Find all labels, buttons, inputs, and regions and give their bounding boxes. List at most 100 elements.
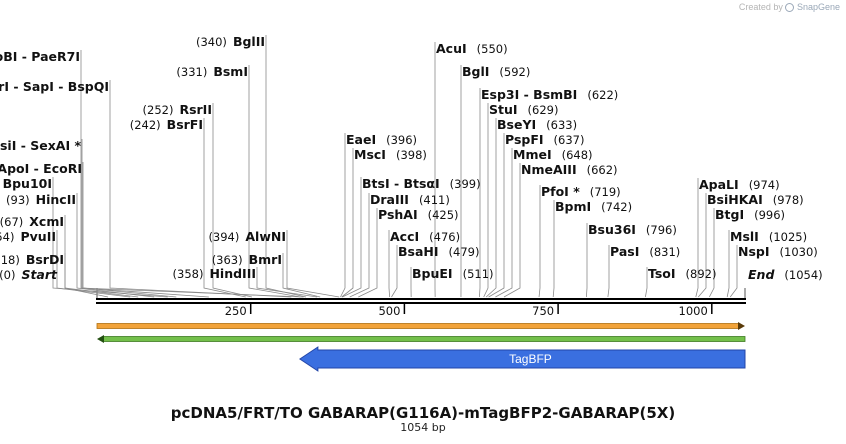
site-label-esp3i-bsmbi[interactable]: Esp3I - BsmBI (622) bbox=[481, 87, 618, 102]
leader-line-alwni bbox=[286, 230, 340, 298]
leader-line-btgi bbox=[708, 208, 715, 298]
site-label-nspi[interactable]: NspI (1030) bbox=[738, 244, 818, 259]
credit-brand: SnapGene bbox=[796, 2, 840, 12]
site-name: TsoI bbox=[648, 266, 676, 281]
site-label-csii-sexai[interactable]: CsiI - SexAI *(182) bbox=[0, 138, 81, 153]
site-position: (358) bbox=[173, 267, 204, 281]
leader-line-xcmi bbox=[64, 215, 139, 298]
site-label-bsahi[interactable]: BsaHI (479) bbox=[398, 244, 479, 259]
feature-tagbfp[interactable]: TagBFP bbox=[298, 346, 746, 372]
site-label-pasi[interactable]: PasI (831) bbox=[610, 244, 680, 259]
leader-line-avai-xhoi-bsobi-paer7i bbox=[80, 50, 304, 298]
site-label-hincii[interactable]: HincII (93) bbox=[6, 192, 76, 207]
site-label-nmeaiii[interactable]: NmeAIII (662) bbox=[521, 162, 618, 177]
site-name: ApaLI bbox=[699, 177, 739, 192]
site-label-bpmi[interactable]: BpmI (742) bbox=[555, 199, 632, 214]
sequence-map: 250 500 750 1000 Start (0) BsrDI (18)PvuII (54)… bbox=[0, 34, 823, 372]
site-position: (742) bbox=[601, 200, 632, 214]
site-label-alwni[interactable]: AlwNI (394) bbox=[208, 229, 286, 244]
site-label-apoi-ecori[interactable]: ApoI - EcoRI(129) bbox=[0, 161, 82, 176]
site-position: (396) bbox=[386, 133, 417, 147]
site-position: (242) bbox=[130, 118, 161, 132]
site-name: DraIII bbox=[370, 192, 409, 207]
site-label-avai-xhoi-bsobi-paer7i[interactable]: AvaI - XhoI - BsoBI - PaeR7I(336) bbox=[0, 49, 80, 64]
site-name: BpmI bbox=[555, 199, 591, 214]
site-label-start[interactable]: Start (0) bbox=[0, 267, 58, 282]
site-label-msci[interactable]: MscI (398) bbox=[354, 147, 427, 162]
site-label-bsmi[interactable]: BsmI (331) bbox=[176, 64, 248, 79]
site-label-end[interactable]: End (1054) bbox=[748, 267, 823, 282]
leader-line-pasi bbox=[607, 245, 610, 298]
site-label-xcmi[interactable]: XcmI (67) bbox=[0, 214, 64, 229]
leader-line-bseyi bbox=[485, 118, 497, 298]
map-length: 1054 bp bbox=[400, 421, 446, 434]
site-name: PspFI bbox=[505, 132, 544, 147]
site-name: BbvCI - Bpu10I bbox=[0, 176, 52, 191]
site-name: EarI - SapI - BspQI bbox=[0, 79, 109, 94]
site-label-bpuei[interactable]: BpuEI (511) bbox=[412, 266, 494, 281]
site-name: NspI bbox=[738, 244, 770, 259]
site-label-stui[interactable]: StuI (629) bbox=[489, 102, 558, 117]
site-label-hindiii[interactable]: HindIII (358) bbox=[173, 266, 256, 281]
site-name: XcmI bbox=[29, 214, 64, 229]
site-label-pfoi[interactable]: PfoI * (719) bbox=[541, 184, 621, 199]
site-label-acci[interactable]: AccI (476) bbox=[390, 229, 460, 244]
site-label-bsu36i[interactable]: Bsu36I (796) bbox=[588, 222, 677, 237]
site-label-bbvci-bpu10i[interactable]: BbvCI - Bpu10I(115) bbox=[0, 176, 52, 191]
site-position: (831) bbox=[649, 245, 680, 259]
site-label-bsrfi[interactable]: BsrFI (242) bbox=[130, 117, 203, 132]
site-name: BsrFI bbox=[167, 117, 203, 132]
scale-label-750: 750 bbox=[532, 304, 554, 318]
leader-line-bglii bbox=[265, 35, 307, 298]
site-position: (629) bbox=[528, 103, 559, 117]
leader-line-eaei bbox=[340, 133, 346, 298]
site-label-pshai[interactable]: PshAI (425) bbox=[378, 207, 459, 222]
reverse-strand-track bbox=[102, 336, 746, 342]
site-label-bmri[interactable]: BmrI (363) bbox=[212, 252, 282, 267]
site-label-rsrii[interactable]: RsrII (252) bbox=[143, 102, 212, 117]
site-label-eaei[interactable]: EaeI (396) bbox=[346, 132, 417, 147]
site-label-bseyi[interactable]: BseYI (633) bbox=[497, 117, 577, 132]
site-label-btgi[interactable]: BtgI (996) bbox=[715, 207, 785, 222]
snapgene-credit: Created by SnapGene bbox=[739, 2, 840, 13]
leader-line-btsi-bts-i bbox=[342, 177, 362, 298]
site-name: RsrII bbox=[179, 102, 212, 117]
leader-line-msci bbox=[341, 148, 354, 298]
site-label-pvuii[interactable]: PvuII (54) bbox=[0, 229, 56, 244]
site-label-tsoi[interactable]: TsoI (892) bbox=[648, 266, 716, 281]
leader-line-bbvci-bpu10i bbox=[52, 177, 168, 298]
site-label-mmei[interactable]: MmeI (648) bbox=[513, 147, 593, 162]
site-label-bsihkai[interactable]: BsiHKAI (978) bbox=[707, 192, 804, 207]
site-name: HindIII bbox=[209, 266, 256, 281]
site-label-btsi-bts-i[interactable]: BtsI - BtsαI (399) bbox=[362, 176, 481, 191]
leader-line-apali bbox=[695, 178, 699, 298]
leader-line-stui bbox=[483, 103, 489, 298]
site-position: (892) bbox=[686, 267, 717, 281]
site-name: BseYI bbox=[497, 117, 536, 132]
site-position: (411) bbox=[419, 193, 450, 207]
site-label-eari-sapi-bspqi[interactable]: EarI - SapI - BspQI(316) bbox=[0, 79, 109, 94]
site-label-bgli[interactable]: BglI (592) bbox=[462, 64, 530, 79]
site-name: PvuII bbox=[20, 229, 56, 244]
site-position: (331) bbox=[176, 65, 207, 79]
leader-line-bmri bbox=[282, 253, 321, 298]
site-label-msli[interactable]: MslI (1025) bbox=[730, 229, 807, 244]
site-name: EaeI bbox=[346, 132, 376, 147]
site-name: StuI bbox=[489, 102, 518, 117]
site-label-draiii[interactable]: DraIII (411) bbox=[370, 192, 450, 207]
site-label-apali[interactable]: ApaLI (974) bbox=[699, 177, 780, 192]
leader-line-bsihkai bbox=[697, 193, 707, 298]
leader-line-pvuii bbox=[56, 230, 131, 298]
site-label-acui[interactable]: AcuI (550) bbox=[436, 41, 508, 56]
leader-line-bpmi bbox=[552, 200, 555, 298]
site-label-pspfi[interactable]: PspFI (637) bbox=[505, 132, 584, 147]
site-label-bsrdi[interactable]: BsrDI (18) bbox=[0, 252, 64, 267]
site-position: (622) bbox=[587, 88, 618, 102]
site-position: (476) bbox=[429, 230, 460, 244]
site-name: PfoI * bbox=[541, 184, 580, 199]
site-label-bglii[interactable]: BglII (340) bbox=[196, 34, 265, 49]
map-title: pcDNA5/FRT/TO GABARAP(G116A)-mTagBFP2-GA… bbox=[170, 404, 676, 422]
site-position: (974) bbox=[749, 178, 780, 192]
site-position: (54) bbox=[0, 230, 14, 244]
leader-line-mmei bbox=[495, 148, 513, 298]
